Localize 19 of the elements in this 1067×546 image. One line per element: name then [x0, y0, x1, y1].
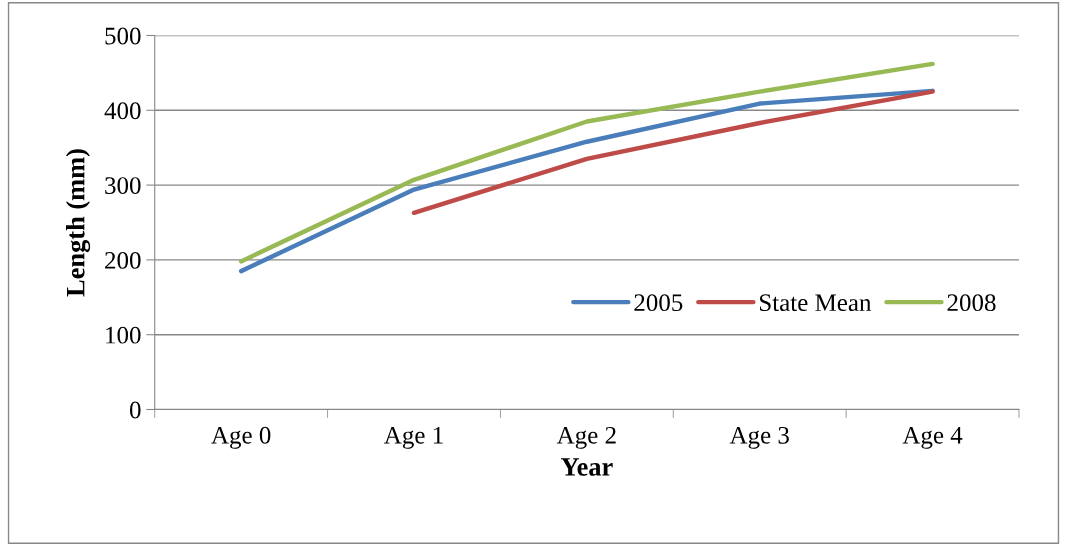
x-tick-label: Age 0	[211, 426, 271, 449]
x-tick-label: Age 1	[384, 426, 443, 449]
line-series	[238, 88, 935, 274]
line-series	[411, 89, 935, 215]
y-axis-title: Length (mm)	[65, 149, 91, 297]
y-tick-label: 300	[105, 177, 141, 195]
x-tick-label: Age 2	[556, 426, 616, 449]
legend-label: 2005	[634, 294, 683, 312]
x-tick-label: Age 3	[729, 426, 789, 449]
x-tick-label: Age 4	[902, 426, 963, 449]
y-tick-label: 0	[129, 401, 141, 419]
legend-label: 2008	[947, 294, 996, 312]
y-tick-label: 400	[104, 102, 141, 120]
y-tick-label: 200	[105, 251, 141, 269]
legend-label: State Mean	[759, 294, 872, 312]
y-tick-label: 100	[106, 326, 141, 344]
line-series	[238, 61, 935, 264]
y-tick-label: 500	[105, 27, 141, 45]
x-axis-title: Year	[560, 458, 613, 476]
